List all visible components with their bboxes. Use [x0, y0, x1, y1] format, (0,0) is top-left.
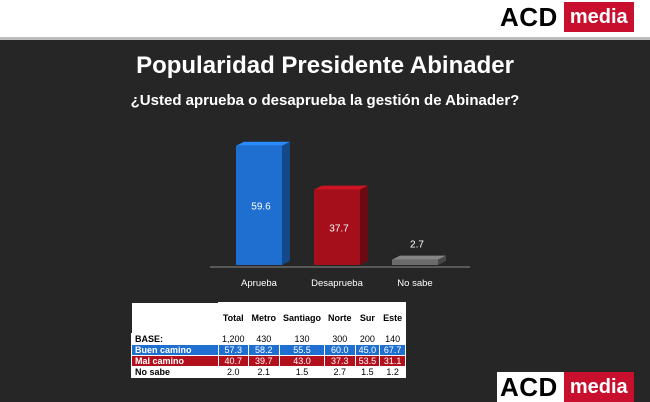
table-cell: 2.7 — [324, 366, 356, 378]
table-cell: 43.0 — [279, 355, 326, 367]
logo-acd-text: ACD — [497, 372, 564, 402]
bar-value-label: 37.7 — [329, 223, 349, 234]
table-cell: 40.7 — [218, 355, 249, 367]
table-cell: 130 — [279, 333, 326, 345]
table-row: BASE: 1,200 430 130 300 200 140 — [131, 333, 407, 345]
bar-0-side — [282, 141, 290, 265]
category-label: Desaprueba — [311, 278, 363, 289]
bar-2-top — [392, 255, 446, 260]
table-column-header: Este — [379, 302, 407, 334]
bar-0-top — [236, 141, 290, 146]
table-cell: 53.5 — [354, 355, 381, 367]
bar-aprueba — [236, 145, 282, 265]
table-cell: 57.3 — [218, 344, 249, 356]
table-corner — [131, 302, 219, 334]
table-row-label: Buen camino — [131, 344, 219, 356]
bar-1-side — [360, 185, 368, 265]
chart-subtitle: ¿Usted aprueba o desaprueba la gestión d… — [130, 92, 520, 109]
table-row: No sabe 2.0 2.1 1.5 2.7 1.5 1.2 — [131, 366, 407, 378]
chart-title: Popularidad Presidente Abinader — [136, 52, 514, 79]
acd-media-logo-bottom: ACD media — [497, 372, 634, 402]
table-cell: 140 — [379, 333, 407, 345]
bar-value-label: 2.7 — [410, 240, 424, 251]
category-label: Aprueba — [241, 278, 278, 289]
table-cell: 60.0 — [324, 344, 356, 356]
table-cell: 1.2 — [379, 366, 407, 378]
table-cell: 2.1 — [247, 366, 281, 378]
acd-media-logo-top: ACD media — [497, 2, 634, 32]
category-label: No sabe — [397, 278, 432, 289]
table-cell: 1,200 — [218, 333, 249, 345]
table-column-header: Total — [218, 302, 249, 334]
table-row-label: Mal camino — [131, 355, 219, 367]
table-row-label: No sabe — [131, 366, 219, 378]
table-column-header: Metro — [247, 302, 281, 334]
table-cell: 55.5 — [279, 344, 326, 356]
table-cell: 1.5 — [354, 366, 381, 378]
table-cell: 430 — [247, 333, 281, 345]
table-cell: 67.7 — [379, 344, 407, 356]
table-column-header: Santiago — [279, 302, 326, 334]
table-cell: 300 — [324, 333, 356, 345]
table-header-row: Total Metro Santiago Norte Sur Este — [131, 302, 407, 334]
table-cell: 31.1 — [379, 355, 407, 367]
bar-value-label: 59.6 — [251, 201, 271, 212]
table-row-label: BASE: — [131, 333, 219, 345]
table-cell: 37.3 — [324, 355, 356, 367]
table-column-header: Norte — [324, 302, 356, 334]
header-rule — [0, 37, 650, 40]
table-cell: 200 — [354, 333, 381, 345]
regional-table: Total Metro Santiago Norte Sur Este BASE: 1,20… — [131, 302, 407, 378]
table-column-header: Sur — [354, 302, 381, 334]
table-cell: 58.2 — [247, 344, 281, 356]
bars-group: 59.6 Aprueba 37.7 Desaprueba 2.7 No sabe — [236, 141, 446, 289]
bar-1-top — [314, 185, 368, 190]
table-cell: 1.5 — [279, 366, 326, 378]
logo-acd-text: ACD — [497, 2, 564, 32]
table-cell: 39.7 — [247, 355, 281, 367]
logo-media-text: media — [563, 2, 634, 32]
bar-desaprueba — [314, 189, 360, 265]
bar-no-sabe — [392, 259, 438, 265]
table-cell: 2.0 — [218, 366, 249, 378]
logo-media-text: media — [563, 372, 634, 402]
bar-2-side — [438, 255, 446, 265]
table-row: Buen camino 57.3 58.2 55.5 60.0 45.0 67.7 — [131, 344, 407, 356]
table-cell: 45.0 — [354, 344, 381, 356]
table-row: Mal camino 40.7 39.7 43.0 37.3 53.5 31.1 — [131, 355, 407, 367]
